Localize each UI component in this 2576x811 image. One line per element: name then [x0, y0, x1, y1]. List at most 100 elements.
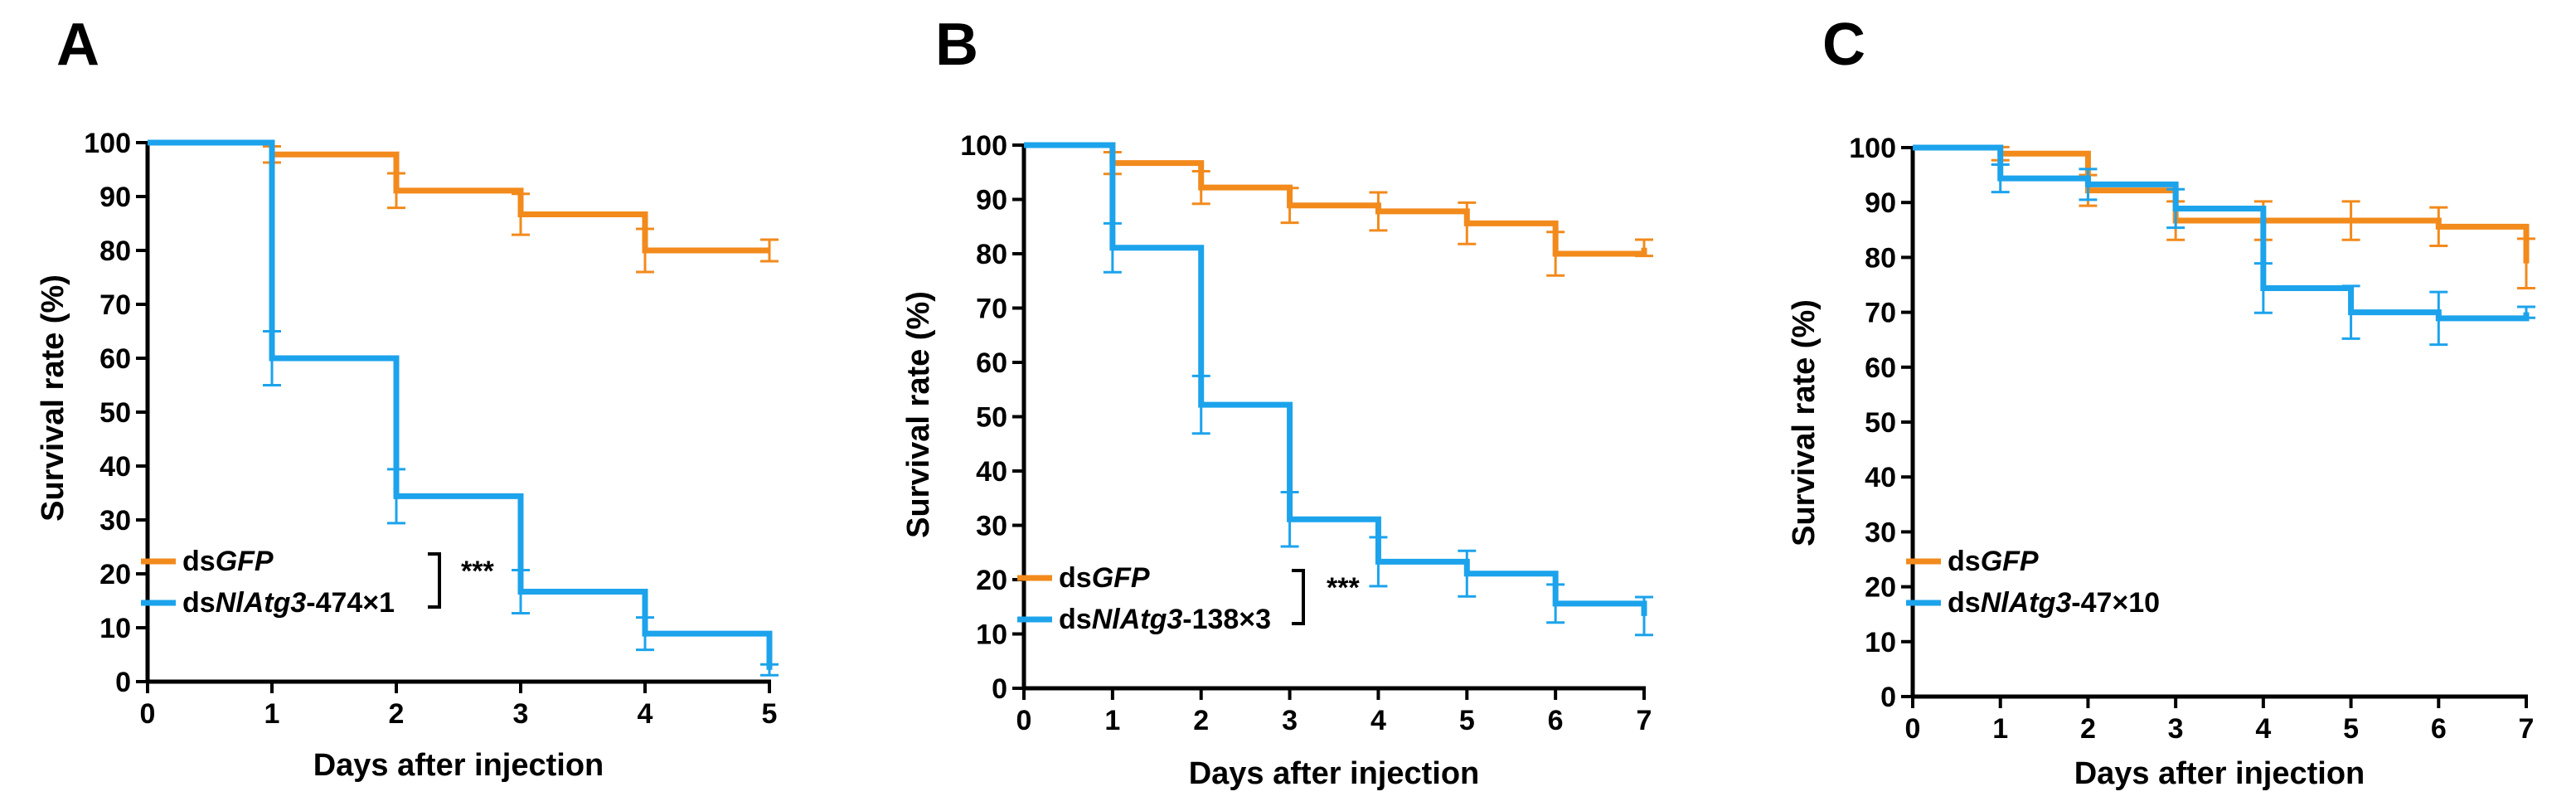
survival-curve-b-atg3: [1024, 142, 1647, 616]
x-axis-label-a: Days after injection: [313, 748, 604, 783]
error-bar-c-atg3: [2079, 168, 2098, 202]
x-tick-label-b: 2: [1193, 705, 1209, 736]
x-tick-label-b: 0: [1016, 705, 1032, 736]
error-bar-c-atg3: [2253, 262, 2273, 314]
y-tick-label-a: 90: [99, 182, 131, 213]
x-tick-label-a: 5: [762, 698, 778, 730]
significance-label-b: ***: [1327, 572, 1360, 604]
x-tick-label-c: 0: [1905, 713, 1921, 745]
survival-curve-a-atg3: [148, 139, 773, 670]
panel-letter-a: A: [56, 12, 99, 78]
survival-curve-a-gfp: [148, 139, 769, 254]
x-axis-label-c: Days after injection: [2074, 756, 2365, 791]
error-bar-a-gfp: [760, 238, 779, 263]
x-tick-label-b: 4: [1370, 705, 1386, 736]
x-tick-label-c: 5: [2343, 713, 2359, 745]
error-bar-a-gfp: [512, 192, 530, 236]
error-bar-a-gfp: [387, 172, 405, 210]
y-tick-label-b: 20: [976, 565, 1007, 596]
y-tick-label-a: 100: [84, 128, 131, 159]
panel-a: A Survival rate (%) Days after injection…: [36, 12, 779, 783]
y-tick-label-a: 40: [99, 451, 131, 483]
y-tick-label-a: 30: [99, 505, 131, 537]
x-tick-label-a: 4: [638, 698, 653, 730]
x-tick-label-b: 3: [1282, 705, 1298, 736]
error-bar-c-gfp: [2517, 237, 2535, 289]
significance-bracket-b: [1292, 569, 1305, 625]
error-bar-b-atg3: [1369, 536, 1388, 588]
error-bar-b-gfp: [1191, 169, 1210, 206]
significance-bracket-a: [428, 552, 441, 609]
legend-label-b-gfp: dsGFP: [1059, 562, 1150, 594]
x-tick-label-c: 1: [1992, 713, 2008, 745]
error-bar-a-atg3: [387, 468, 405, 525]
y-tick-label-b: 50: [976, 402, 1007, 434]
y-tick-label-b: 40: [976, 456, 1007, 488]
y-tick-label-b: 80: [976, 239, 1007, 270]
y-tick-label-c: 40: [1865, 462, 1896, 493]
legend-label-a-atg3: dsNlAtg3-474×1: [182, 587, 395, 619]
x-tick-label-c: 6: [2431, 713, 2447, 745]
y-tick-label-c: 10: [1865, 627, 1896, 658]
x-tick-label-a: 2: [389, 698, 405, 730]
error-bar-b-atg3: [1191, 374, 1210, 435]
legend-label-c-gfp: dsGFP: [1948, 546, 2039, 577]
error-bar-b-gfp: [1546, 231, 1565, 277]
y-tick-label-c: 50: [1865, 407, 1896, 439]
y-axis-label-c: Survival rate (%): [1787, 299, 1822, 546]
y-tick-label-a: 60: [99, 343, 131, 375]
legend-label-a-gfp: dsGFP: [182, 546, 274, 577]
panel-letter-c: C: [1822, 12, 1865, 78]
x-tick-label-c: 4: [2255, 713, 2271, 745]
error-bar-c-atg3: [2517, 305, 2535, 319]
x-tick-label-a: 1: [264, 698, 280, 730]
legend-label-b-atg3: dsNlAtg3-138×3: [1059, 604, 1271, 635]
y-tick-label-c: 0: [1880, 682, 1896, 713]
x-tick-label-b: 6: [1548, 705, 1564, 736]
error-bar-a-atg3: [263, 330, 281, 386]
y-tick-label-c: 90: [1865, 187, 1896, 219]
y-tick-label-b: 60: [976, 347, 1007, 379]
y-tick-label-c: 80: [1865, 242, 1896, 274]
x-tick-label-b: 7: [1637, 705, 1652, 736]
x-tick-label-b: 1: [1104, 705, 1120, 736]
y-tick-label-b: 10: [976, 619, 1007, 651]
panel-b: B Survival rate (%) Days after injection…: [901, 12, 1653, 791]
y-tick-label-a: 10: [99, 613, 131, 644]
y-tick-label-a: 50: [99, 397, 131, 429]
y-axis-label-a: Survival rate (%): [36, 274, 70, 522]
legend-label-c-atg3: dsNlAtg3-47×10: [1948, 587, 2160, 619]
error-bar-a-gfp: [636, 227, 654, 274]
y-tick-label-c: 20: [1865, 572, 1896, 604]
error-bar-b-atg3: [1458, 549, 1477, 598]
y-tick-label-a: 20: [99, 559, 131, 590]
error-bar-a-atg3: [512, 568, 530, 614]
error-bar-c-gfp: [2341, 200, 2360, 241]
y-tick-label-a: 80: [99, 236, 131, 267]
x-tick-label-c: 3: [2168, 713, 2184, 745]
x-tick-label-b: 5: [1459, 705, 1475, 736]
y-tick-label-b: 0: [992, 673, 1007, 705]
error-bar-c-gfp: [2429, 206, 2448, 247]
survival-curve-b-gfp: [1024, 142, 1647, 257]
y-tick-label-b: 100: [960, 130, 1007, 162]
error-bar-a-atg3: [760, 663, 779, 677]
y-tick-label-c: 100: [1849, 133, 1896, 164]
y-tick-label-a: 0: [115, 667, 131, 698]
y-axis-label-b: Survival rate (%): [901, 291, 936, 538]
y-tick-label-c: 60: [1865, 352, 1896, 384]
x-tick-label-c: 7: [2519, 713, 2535, 745]
panel-letter-b: B: [935, 12, 978, 78]
error-bar-b-gfp: [1369, 191, 1388, 232]
y-tick-label-b: 30: [976, 511, 1007, 542]
error-bar-b-gfp: [1635, 238, 1653, 258]
y-tick-label-b: 90: [976, 185, 1007, 216]
y-tick-label-b: 70: [976, 294, 1007, 325]
error-bar-b-gfp: [1458, 201, 1477, 245]
significance-label-a: ***: [461, 556, 494, 587]
error-bar-c-atg3: [1991, 163, 2010, 194]
y-tick-label-c: 70: [1865, 298, 1896, 329]
error-bar-c-atg3: [2166, 187, 2185, 230]
panel-c: C Survival rate (%) Days after injection…: [1787, 12, 2535, 791]
